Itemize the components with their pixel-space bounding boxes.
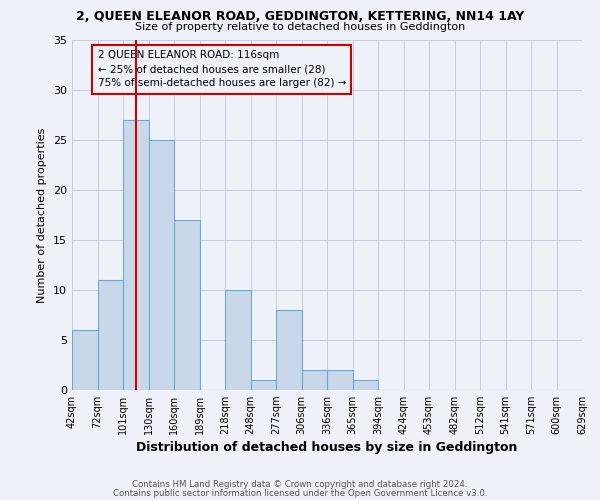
- Bar: [302, 370, 327, 390]
- Text: Contains public sector information licensed under the Open Government Licence v3: Contains public sector information licen…: [113, 488, 487, 498]
- Bar: [97, 280, 123, 390]
- Bar: [149, 140, 174, 390]
- Text: Size of property relative to detached houses in Geddington: Size of property relative to detached ho…: [135, 22, 465, 32]
- Bar: [174, 220, 199, 390]
- Text: Contains HM Land Registry data © Crown copyright and database right 2024.: Contains HM Land Registry data © Crown c…: [132, 480, 468, 489]
- Bar: [276, 310, 302, 390]
- Bar: [327, 370, 353, 390]
- Bar: [123, 120, 149, 390]
- X-axis label: Distribution of detached houses by size in Geddington: Distribution of detached houses by size …: [136, 442, 518, 454]
- Text: 2, QUEEN ELEANOR ROAD, GEDDINGTON, KETTERING, NN14 1AY: 2, QUEEN ELEANOR ROAD, GEDDINGTON, KETTE…: [76, 10, 524, 23]
- Y-axis label: Number of detached properties: Number of detached properties: [37, 128, 47, 302]
- Bar: [225, 290, 251, 390]
- Bar: [251, 380, 276, 390]
- Text: 2 QUEEN ELEANOR ROAD: 116sqm
← 25% of detached houses are smaller (28)
75% of se: 2 QUEEN ELEANOR ROAD: 116sqm ← 25% of de…: [97, 50, 346, 88]
- Bar: [72, 330, 97, 390]
- Bar: [353, 380, 378, 390]
